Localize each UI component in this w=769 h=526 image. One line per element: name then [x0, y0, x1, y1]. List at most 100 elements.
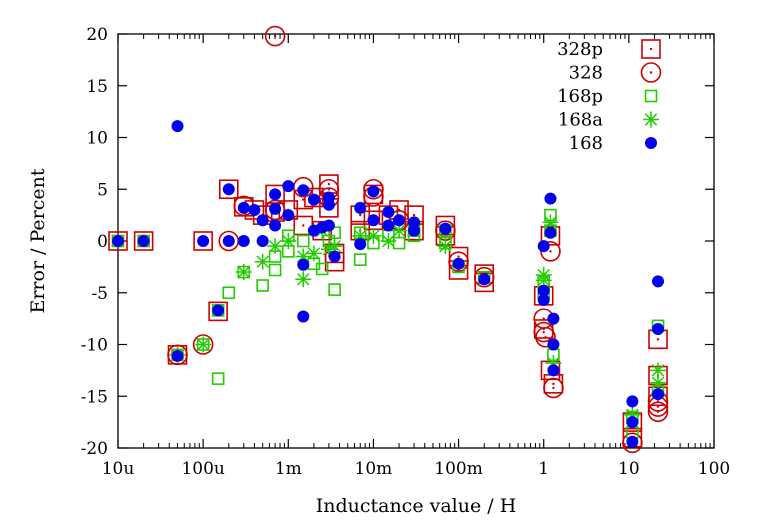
data-point-168	[256, 235, 269, 247]
data-point-328p-dot	[656, 338, 660, 341]
data-point-168	[297, 258, 310, 271]
data-point-168	[537, 284, 550, 297]
data-point-168	[382, 206, 395, 219]
x-tick-label: 1	[538, 459, 549, 479]
x-tick-label: 1m	[275, 459, 302, 479]
data-point-168	[544, 192, 557, 205]
data-point-168p	[268, 263, 282, 277]
data-point-168	[237, 201, 250, 214]
data-point-328	[167, 344, 188, 366]
y-tick-label: -20	[81, 439, 108, 459]
data-point-168	[269, 188, 282, 201]
data-point-328	[535, 326, 556, 348]
data-point-168	[297, 310, 310, 323]
data-point-168	[393, 214, 406, 227]
data-point-168a	[352, 227, 369, 244]
legend-marker	[641, 39, 661, 59]
data-point-168	[547, 364, 560, 377]
data-series	[108, 25, 669, 454]
data-point-168	[408, 216, 421, 229]
data-point-168	[645, 137, 657, 149]
data-point-328	[448, 251, 469, 273]
data-point-328p-dot	[327, 182, 331, 186]
data-point-168	[478, 273, 491, 286]
data-point-168a	[320, 241, 337, 258]
data-point-328p	[133, 231, 154, 251]
data-point-328	[473, 266, 495, 288]
data-point-168a	[437, 238, 454, 255]
data-point-168	[626, 435, 639, 448]
x-tick-label: 10u	[102, 459, 135, 479]
data-point-168p	[315, 262, 329, 276]
data-point-168	[212, 304, 225, 317]
data-point-168p	[328, 283, 341, 296]
data-point-168	[197, 235, 210, 247]
data-point-168	[547, 312, 560, 325]
y-tick-label: 15	[86, 77, 108, 97]
x-axis-label: Inductance value / H	[316, 495, 517, 517]
data-point-168	[112, 235, 124, 247]
data-point-168	[537, 293, 550, 306]
data-point-168	[307, 193, 320, 206]
data-point-168	[297, 184, 310, 197]
data-point-328	[640, 62, 662, 83]
data-point-168	[652, 388, 665, 401]
x-tick-label: 100u	[181, 459, 224, 479]
y-tick-label: -15	[81, 387, 108, 407]
y-tick-label: -5	[91, 284, 108, 304]
data-point-328p	[641, 39, 661, 59]
data-point-328	[543, 377, 564, 399]
data-point-168a	[380, 233, 397, 249]
data-point-168a	[235, 264, 252, 281]
data-point-168a	[280, 233, 297, 249]
data-point-168a	[545, 355, 562, 372]
data-point-328-dot	[273, 34, 277, 38]
data-point-168	[382, 219, 395, 232]
data-point-328p	[108, 231, 128, 251]
data-point-328-dot	[544, 336, 547, 339]
data-point-328p	[208, 301, 228, 322]
data-point-168a	[267, 238, 284, 255]
legend-marker	[643, 111, 659, 128]
data-point-168a	[624, 406, 641, 423]
data-point-328-dot	[552, 386, 555, 390]
data-point-328p-dot	[552, 382, 555, 386]
y-tick-label: 10	[86, 129, 108, 149]
data-point-328-dot	[656, 405, 660, 408]
axis-ticks: 10u 100u 1m 10m 100m 1 10 100 20 15 10 5 0 -5 -10 -15 -2…	[81, 25, 731, 479]
data-point-168a	[365, 227, 382, 244]
data-point-168	[269, 202, 282, 215]
legend-marker	[640, 62, 662, 83]
data-point-168	[269, 219, 282, 232]
data-point-168	[237, 235, 250, 247]
data-point-168p	[296, 234, 310, 248]
data-point-168a	[295, 248, 312, 265]
data-point-168p	[222, 286, 236, 300]
data-point-168	[652, 275, 665, 288]
data-point-168a	[305, 245, 322, 262]
data-point-168	[222, 183, 235, 196]
data-point-168	[652, 322, 665, 335]
data-point-328	[363, 178, 384, 200]
data-point-328p	[218, 179, 239, 200]
y-axis-label: Error / Percent	[27, 168, 49, 313]
data-point-168	[171, 120, 184, 133]
data-point-168	[452, 257, 465, 270]
x-tick-label: 100	[698, 459, 730, 479]
data-point-168	[626, 395, 639, 408]
data-point-328	[647, 401, 669, 423]
data-point-168a	[326, 238, 343, 255]
data-point-168	[367, 185, 380, 198]
data-point-168	[256, 214, 269, 227]
data-point-168	[282, 209, 295, 222]
data-point-168	[322, 198, 335, 211]
data-point-168p	[353, 253, 367, 266]
data-point-168	[547, 338, 560, 351]
data-point-168a	[535, 272, 552, 289]
data-point-168	[544, 226, 557, 239]
legend-label: 328	[569, 63, 603, 84]
data-point-328-dot	[649, 71, 653, 74]
data-point-168a	[295, 271, 312, 288]
